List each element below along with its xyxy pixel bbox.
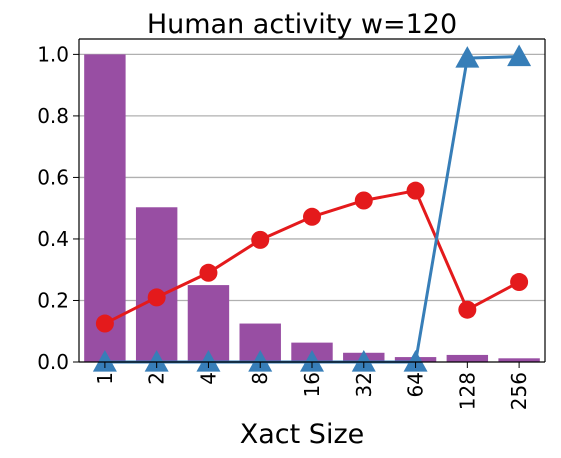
triangle-marker	[507, 44, 532, 67]
y-tick-label: 0.2	[37, 288, 69, 312]
x-tick-label: 1	[93, 372, 117, 385]
bar	[498, 358, 540, 362]
bar-series	[84, 54, 540, 362]
triangle-marker	[248, 350, 273, 372]
y-tick-label: 1.0	[37, 42, 69, 66]
circle-marker	[458, 300, 477, 319]
triangle-marker	[92, 350, 117, 372]
y-tick-label: 0.0	[37, 350, 69, 374]
circle-marker	[303, 207, 321, 226]
y-tick-label: 0.6	[37, 165, 69, 189]
circle-marker	[95, 314, 114, 333]
triangle-marker	[300, 350, 324, 372]
y-tick-label: 0.8	[37, 104, 69, 128]
x-tick-label: 16	[300, 372, 324, 397]
circle-marker	[510, 273, 529, 292]
x-tick-label: 128	[455, 372, 479, 410]
y-axis-ticks: 0.0 0.2 0.4 0.6 0.8 1.0	[37, 42, 79, 374]
bar	[135, 207, 178, 362]
x-tick-label: 64	[404, 372, 428, 397]
bar	[446, 354, 489, 362]
x-tick-label: 256	[507, 372, 531, 410]
x-tick-label: 32	[352, 372, 376, 397]
circle-marker	[199, 263, 218, 282]
circle-marker	[147, 288, 166, 307]
chart-title: Human activity w=120	[147, 9, 457, 40]
bar	[84, 54, 126, 362]
circle-marker	[251, 230, 270, 249]
triangle-marker	[144, 350, 169, 372]
x-tick-label: 4	[196, 372, 220, 385]
circle-marker	[354, 191, 373, 210]
triangle-marker	[403, 350, 428, 372]
x-axis-ticks: 1 2 4 8 16 32 64 128 256	[93, 362, 531, 410]
triangle-marker	[196, 350, 221, 372]
circle-marker	[406, 181, 425, 200]
triangle-marker	[351, 350, 376, 372]
x-tick-label: 2	[145, 372, 169, 385]
y-tick-label: 0.4	[37, 227, 69, 251]
x-axis-label: Xact Size	[240, 419, 364, 450]
bar	[187, 285, 230, 362]
triangle-marker	[455, 46, 480, 68]
x-tick-label: 8	[248, 372, 272, 385]
